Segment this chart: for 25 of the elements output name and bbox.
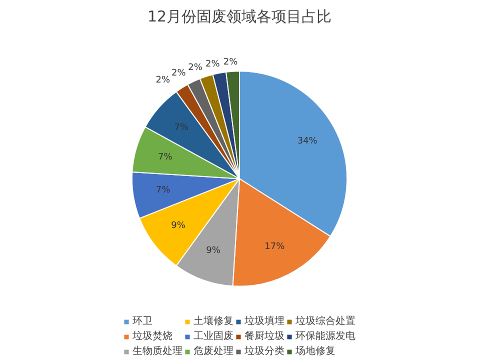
legend-label: 危废处理 [194,344,234,358]
data-label: 2% [171,68,186,78]
legend-label: 土壤修复 [194,314,234,328]
legend-label: 环保能源发电 [296,330,356,343]
legend-label: 垃圾分类 [244,344,284,358]
legend-label: 垃圾填埋 [244,314,284,328]
data-label: 7% [174,122,189,133]
data-label: 7% [156,186,171,196]
data-label: 9% [171,220,186,231]
data-label: 17% [264,242,286,252]
data-label: 2% [188,63,203,74]
legend-label: 工业固废 [194,330,234,343]
data-label: 7% [158,152,173,162]
data-label: 2% [156,76,170,86]
legend-label: 生物质处理 [132,344,182,358]
legend-label: 垃圾焚烧 [132,330,172,343]
legend-label: 环卫 [132,315,152,328]
legend-label: 餐厨垃圾 [244,330,284,343]
data-label: 2% [223,58,238,68]
data-label: 2% [206,59,220,70]
chart-title: 12月份固废领域各项目占比 [147,8,332,26]
legend-label: 垃圾综合处置 [296,314,356,328]
data-label: 9% [206,246,221,256]
data-label: 34% [297,136,318,147]
legend-label: 场地修复 [296,344,336,358]
